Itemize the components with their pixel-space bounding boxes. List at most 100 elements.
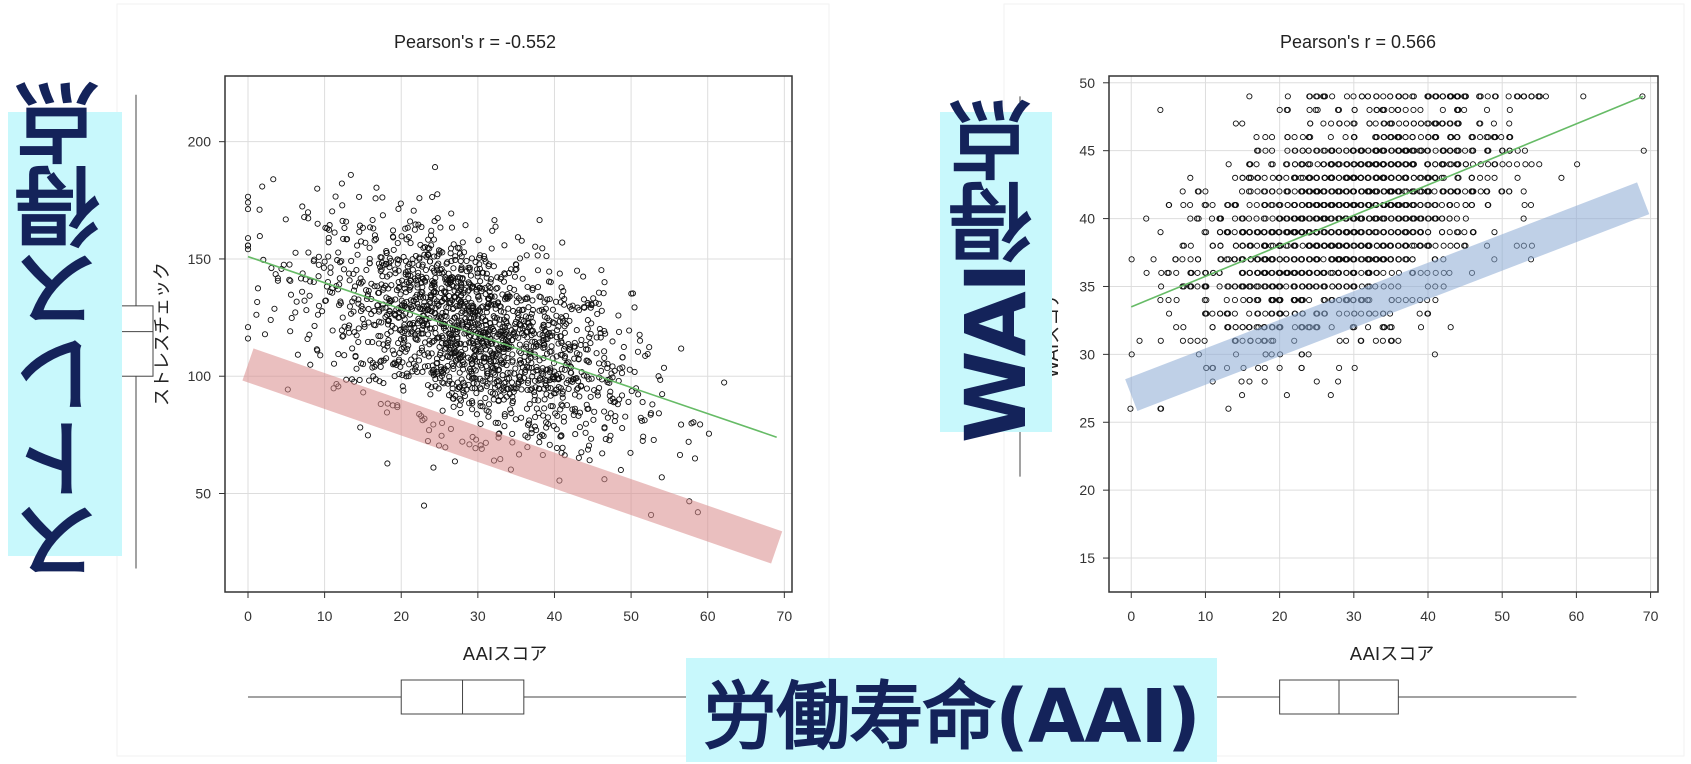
data-point <box>451 345 458 352</box>
data-point <box>1299 201 1306 209</box>
data-point <box>389 347 396 354</box>
data-point <box>626 366 633 373</box>
data-point <box>517 359 525 367</box>
data-point <box>1388 147 1395 154</box>
data-point <box>388 282 395 289</box>
data-point <box>473 411 481 418</box>
data-point <box>367 357 374 364</box>
data-point <box>392 266 399 273</box>
data-point <box>1381 256 1388 263</box>
data-point <box>550 374 557 381</box>
data-point <box>559 391 566 398</box>
data-point <box>507 369 514 376</box>
data-point <box>1491 174 1498 181</box>
data-point <box>649 401 656 408</box>
data-point <box>506 269 513 277</box>
data-point <box>1401 174 1408 181</box>
data-point <box>1329 93 1336 100</box>
data-point <box>607 432 614 439</box>
data-point <box>1187 215 1194 222</box>
data-point <box>600 290 607 297</box>
data-point <box>437 315 445 322</box>
data-point <box>1320 297 1327 304</box>
data-point <box>1351 364 1358 371</box>
data-point <box>601 279 608 286</box>
data-point <box>516 306 523 313</box>
data-point <box>561 329 568 336</box>
data-point <box>1439 188 1446 195</box>
data-point <box>424 302 431 309</box>
data-point <box>1306 174 1313 181</box>
data-point <box>559 351 566 358</box>
data-point <box>1484 93 1491 100</box>
data-point <box>1416 242 1423 249</box>
data-point <box>1491 93 1499 100</box>
data-point <box>601 408 608 415</box>
data-point <box>340 266 347 273</box>
data-point <box>1417 134 1425 141</box>
data-point <box>492 302 499 309</box>
data-point <box>544 414 552 421</box>
data-point <box>349 298 356 305</box>
data-point <box>585 405 592 412</box>
data-point <box>370 225 377 232</box>
data-point <box>365 338 372 345</box>
data-point <box>441 295 449 302</box>
data-point <box>314 220 321 227</box>
data-point <box>311 256 318 263</box>
data-point <box>576 306 583 314</box>
data-point <box>1484 174 1491 181</box>
data-point <box>467 272 474 279</box>
data-point <box>1395 106 1402 113</box>
data-point <box>594 392 601 399</box>
data-point <box>1269 201 1276 209</box>
data-point <box>1305 134 1312 141</box>
data-point <box>424 350 431 357</box>
data-point <box>456 402 463 409</box>
data-point <box>522 295 529 303</box>
data-point <box>526 417 533 424</box>
data-point <box>533 405 540 412</box>
data-point <box>1313 256 1320 263</box>
data-point <box>293 298 300 305</box>
data-point <box>1208 215 1216 222</box>
data-point <box>566 317 573 324</box>
data-point <box>584 299 591 307</box>
data-point <box>1335 378 1342 385</box>
data-point <box>1468 201 1475 209</box>
data-point <box>1476 120 1483 127</box>
data-point <box>1165 297 1172 304</box>
data-point <box>540 337 547 344</box>
x-tick-label: 10 <box>1198 608 1214 624</box>
data-point <box>557 333 564 340</box>
data-point <box>609 374 616 381</box>
data-point <box>456 274 464 281</box>
data-point <box>547 403 554 410</box>
data-point <box>416 255 423 262</box>
data-point <box>261 331 269 338</box>
data-point <box>1298 161 1305 168</box>
data-point <box>533 363 540 371</box>
data-point <box>522 366 529 373</box>
data-point <box>414 320 421 327</box>
regression-line <box>247 255 777 438</box>
data-point <box>524 329 531 336</box>
data-point <box>565 385 572 392</box>
data-point <box>571 355 578 362</box>
data-point <box>1328 201 1335 209</box>
data-point <box>1395 256 1402 263</box>
wai-score-text: WAI得点 <box>947 100 1045 444</box>
data-point <box>1216 283 1223 290</box>
data-point <box>547 279 554 286</box>
data-point <box>1321 283 1328 290</box>
data-point <box>1239 229 1246 236</box>
data-point <box>587 393 594 400</box>
data-point <box>1254 188 1261 195</box>
data-point <box>259 183 266 190</box>
data-point <box>1299 147 1306 154</box>
data-point <box>1158 269 1165 276</box>
data-point <box>1239 242 1246 249</box>
data-point <box>1239 120 1246 127</box>
regression-line <box>1130 95 1644 308</box>
